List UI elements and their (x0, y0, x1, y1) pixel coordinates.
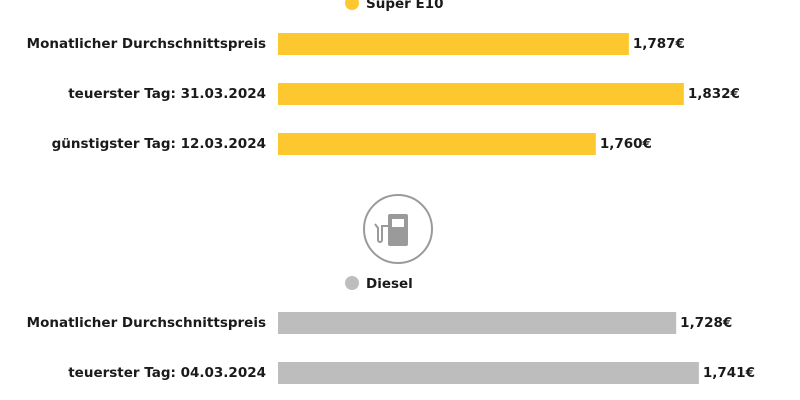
value-label: 1,728€ (680, 315, 732, 331)
bar (278, 33, 629, 55)
category-label: teuerster Tag: 31.03.2024 (68, 86, 266, 102)
category-label: teuerster Tag: 04.03.2024 (68, 365, 266, 381)
legend-label: Super E10 (366, 0, 444, 12)
legend-marker (345, 0, 359, 10)
value-label: 1,760€ (600, 136, 652, 152)
category-label: Monatlicher Durchschnittspreis (27, 36, 266, 52)
value-label: 1,741€ (703, 365, 755, 381)
bar (278, 362, 699, 384)
category-label: Monatlicher Durchschnittspreis (27, 315, 266, 331)
value-label: 1,832€ (688, 86, 740, 102)
value-label: 1,787€ (633, 36, 685, 52)
legend-marker (345, 276, 359, 290)
bar (278, 312, 677, 334)
fuel-icon (363, 194, 433, 264)
legend-label: Diesel (366, 276, 413, 292)
bar (278, 133, 596, 155)
category-label: günstigster Tag: 12.03.2024 (52, 136, 266, 152)
bar (278, 83, 684, 105)
